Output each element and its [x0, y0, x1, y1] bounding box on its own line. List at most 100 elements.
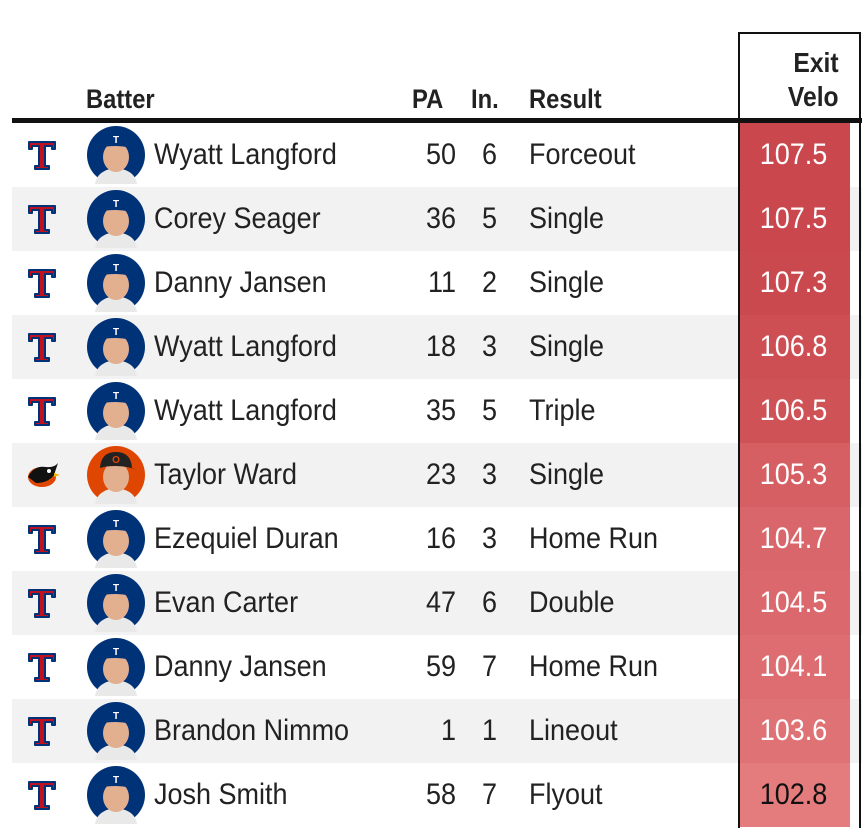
batter-name: Wyatt Langford [154, 330, 337, 363]
result: Home Run [529, 522, 659, 555]
batter-name: Danny Jansen [154, 650, 327, 683]
exit-velo-cell: 106.5 [738, 379, 850, 443]
batter-name: Ezequiel Duran [154, 522, 339, 555]
exit-velo-value: 105.3 [760, 458, 828, 491]
rangers-logo-icon [24, 393, 60, 429]
header-batter: Batter [86, 84, 155, 114]
exit-velo-value: 107.5 [760, 202, 828, 235]
svg-text:T: T [113, 647, 119, 658]
player-headshot: T [87, 190, 145, 248]
result: Single [529, 266, 605, 299]
batter-name: Taylor Ward [154, 458, 298, 491]
exit-velo-value: 102.8 [760, 778, 828, 811]
table-row: T Wyatt Langford 50 6 Forceout 107.5 [12, 123, 862, 187]
table-row: O Taylor Ward 23 3 Single 105.3 [12, 443, 862, 507]
exit-velo-cell: 107.5 [738, 187, 850, 251]
header-result: Result [529, 84, 602, 114]
table-row: T Evan Carter 47 6 Double 104.5 [12, 571, 862, 635]
rangers-logo-icon [24, 649, 60, 685]
inning: 6 [481, 586, 497, 619]
exit-velo-cell: 105.3 [738, 443, 850, 507]
result: Single [529, 202, 605, 235]
plate-appearance: 36 [425, 202, 456, 235]
table-header: Batter PA In. Result Exit Velo [0, 0, 862, 122]
table-row: T Brandon Nimmo 1 1 Lineout 103.6 [12, 699, 862, 763]
player-headshot: T [87, 254, 145, 312]
svg-text:T: T [113, 391, 119, 402]
exit-velo-value: 106.5 [760, 394, 828, 427]
result: Lineout [529, 714, 618, 747]
exit-velo-cell: 102.8 [738, 763, 850, 827]
rangers-logo-icon [24, 201, 60, 237]
plate-appearance: 16 [425, 522, 456, 555]
plate-appearance: 23 [425, 458, 456, 491]
result: Double [529, 586, 615, 619]
plate-appearance: 1 [440, 714, 456, 747]
exit-velo-value: 107.3 [760, 266, 828, 299]
player-headshot: T [87, 766, 145, 824]
inning: 7 [481, 650, 497, 683]
rangers-logo-icon [24, 521, 60, 557]
plate-appearance: 11 [427, 266, 456, 299]
svg-text:T: T [113, 583, 119, 594]
header-divider [12, 118, 862, 123]
result: Flyout [529, 778, 603, 811]
batter-name: Brandon Nimmo [154, 714, 350, 747]
exit-velo-value: 104.5 [760, 586, 828, 619]
inning: 3 [481, 522, 497, 555]
rangers-logo-icon [24, 713, 60, 749]
plate-appearance: 50 [425, 138, 456, 171]
exit-velo-value: 104.1 [760, 650, 828, 683]
table-row: T Wyatt Langford 18 3 Single 106.8 [12, 315, 862, 379]
header-inning: In. [471, 84, 499, 114]
batter-name: Josh Smith [154, 778, 288, 811]
plate-appearance: 59 [425, 650, 456, 683]
exit-velo-value: 103.6 [760, 714, 828, 747]
header-exit-velo-line1: Exit [793, 47, 839, 78]
svg-text:T: T [113, 199, 119, 210]
exit-velo-cell: 106.8 [738, 315, 850, 379]
plate-appearance: 47 [425, 586, 456, 619]
table-row: T Danny Jansen 59 7 Home Run 104.1 [12, 635, 862, 699]
exit-velo-value: 104.7 [760, 522, 828, 555]
svg-text:T: T [113, 775, 119, 786]
exit-velo-cell: 103.6 [738, 699, 850, 763]
rangers-logo-icon [24, 329, 60, 365]
exit-velo-cell: 104.5 [738, 571, 850, 635]
header-exit-velo: Exit Velo [788, 46, 839, 114]
svg-text:T: T [113, 263, 119, 274]
table-row: T Danny Jansen 11 2 Single 107.3 [12, 251, 862, 315]
inning: 6 [481, 138, 497, 171]
table-row: T Josh Smith 58 7 Flyout 102.8 [12, 763, 862, 827]
svg-text:T: T [113, 519, 119, 530]
result: Home Run [529, 650, 659, 683]
rangers-logo-icon [24, 137, 60, 173]
exit-velo-cell: 107.5 [738, 123, 850, 187]
inning: 3 [481, 458, 497, 491]
inning: 5 [481, 202, 497, 235]
rangers-logo-icon [24, 585, 60, 621]
svg-text:T: T [113, 327, 119, 338]
svg-text:T: T [113, 711, 119, 722]
table-body: T Wyatt Langford 50 6 Forceout 107.5 T Corey Se… [12, 123, 862, 827]
header-exit-velo-box: Exit Velo [738, 32, 861, 120]
exit-velo-cell: 104.7 [738, 507, 850, 571]
player-headshot: T [87, 510, 145, 568]
plate-appearance: 18 [425, 330, 456, 363]
player-headshot: T [87, 318, 145, 376]
inning: 3 [481, 330, 497, 363]
player-headshot: O [87, 446, 145, 504]
svg-text:T: T [113, 135, 119, 146]
result: Single [529, 458, 605, 491]
svg-text:O: O [112, 455, 120, 466]
player-headshot: T [87, 702, 145, 760]
plate-appearance: 35 [425, 394, 456, 427]
header-pa: PA [412, 84, 444, 114]
batter-name: Evan Carter [154, 586, 299, 619]
header-exit-velo-line2: Velo [788, 81, 839, 112]
table-row: T Corey Seager 36 5 Single 107.5 [12, 187, 862, 251]
inning: 2 [481, 266, 497, 299]
inning: 7 [481, 778, 497, 811]
player-headshot: T [87, 574, 145, 632]
rangers-logo-icon [24, 265, 60, 301]
